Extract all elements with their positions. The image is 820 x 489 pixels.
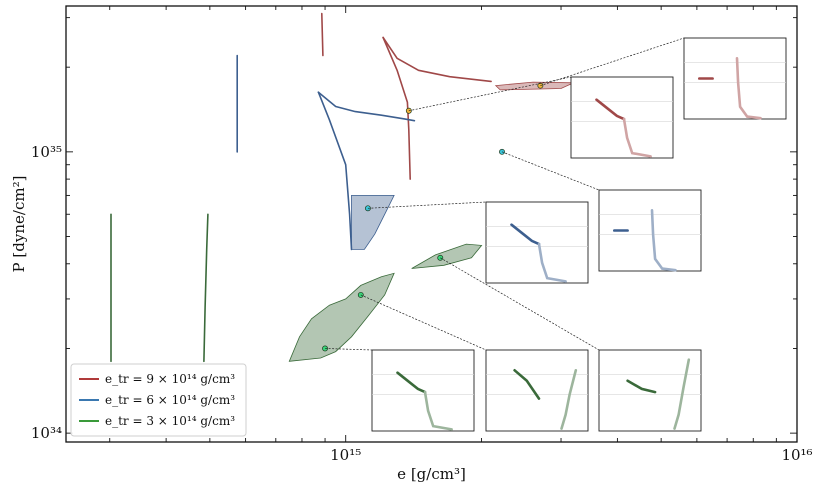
inset-3 — [485, 201, 589, 284]
series-2-region-0 — [411, 243, 483, 269]
y-tick-label-0: 10³⁴ — [31, 424, 62, 442]
inset-6 — [371, 349, 475, 432]
inset-0-connector — [540, 37, 685, 86]
inset-5-frame — [485, 349, 589, 432]
inset-6-curve-dark — [396, 371, 427, 394]
plot-area — [110, 12, 574, 363]
inset-5-curve-dark — [513, 368, 541, 400]
series-0-curve-0 — [382, 36, 492, 83]
series-0-curve-2 — [320, 12, 324, 57]
legend-label-1: e_tr = 6 × 10¹⁴ g/cm³ — [105, 393, 235, 407]
inset-0-curve-light — [735, 56, 762, 120]
inset-5-connector — [360, 294, 487, 351]
series-0-curve-1 — [382, 36, 412, 180]
series-1-region-0 — [351, 194, 395, 250]
legend-label-0: e_tr = 9 × 10¹⁴ g/cm³ — [105, 372, 235, 386]
inset-6-curve-light — [423, 390, 453, 431]
x-tick-label-1: 10¹⁶ — [781, 446, 812, 464]
inset-1-curve-light — [622, 117, 652, 158]
inset-3-connector — [367, 201, 487, 209]
inset-3-curve-dark — [510, 223, 541, 246]
x-tick-label-0: 10¹⁵ — [330, 446, 361, 464]
inset-3-curve-light — [537, 242, 567, 283]
y-axis-label: P [dyne/cm²] — [10, 176, 28, 273]
series-2-curve-0 — [203, 213, 209, 363]
series-1-curve-0 — [317, 91, 416, 122]
inset-5-curve-light — [560, 368, 578, 430]
inset-2-curve-light — [650, 209, 677, 272]
axes: 10¹⁵ 10¹⁶ 10³⁴ 10³⁵ e [g/cm³] P [dyne/cm²] — [10, 5, 813, 483]
inset-1 — [570, 76, 674, 159]
inset-5 — [485, 349, 589, 432]
inset-4-connector — [440, 257, 600, 351]
legend: e_tr = 9 × 10¹⁴ g/cm³ e_tr = 6 × 10¹⁴ g/c… — [70, 363, 247, 437]
x-axis-label: e [g/cm³] — [397, 465, 466, 483]
inset-6-connector — [325, 348, 373, 351]
series-2-region-1 — [288, 272, 395, 362]
inset-4-curve-dark — [626, 379, 657, 394]
inset-1-connector — [408, 76, 572, 112]
plot-frame — [65, 5, 798, 443]
series-0-region-0 — [494, 81, 574, 91]
legend-label-2: e_tr = 3 × 10¹⁴ g/cm³ — [105, 414, 235, 428]
inset-2 — [598, 189, 702, 272]
inset-4 — [598, 349, 702, 432]
inset-4-curve-light — [673, 358, 691, 430]
series-1-curve-1 — [317, 91, 353, 251]
legend-box — [70, 363, 247, 437]
inset-panels — [325, 37, 787, 432]
inset-0 — [683, 37, 787, 120]
inset-1-curve-dark — [595, 98, 626, 121]
y-tick-label-1: 10³⁵ — [31, 143, 62, 161]
